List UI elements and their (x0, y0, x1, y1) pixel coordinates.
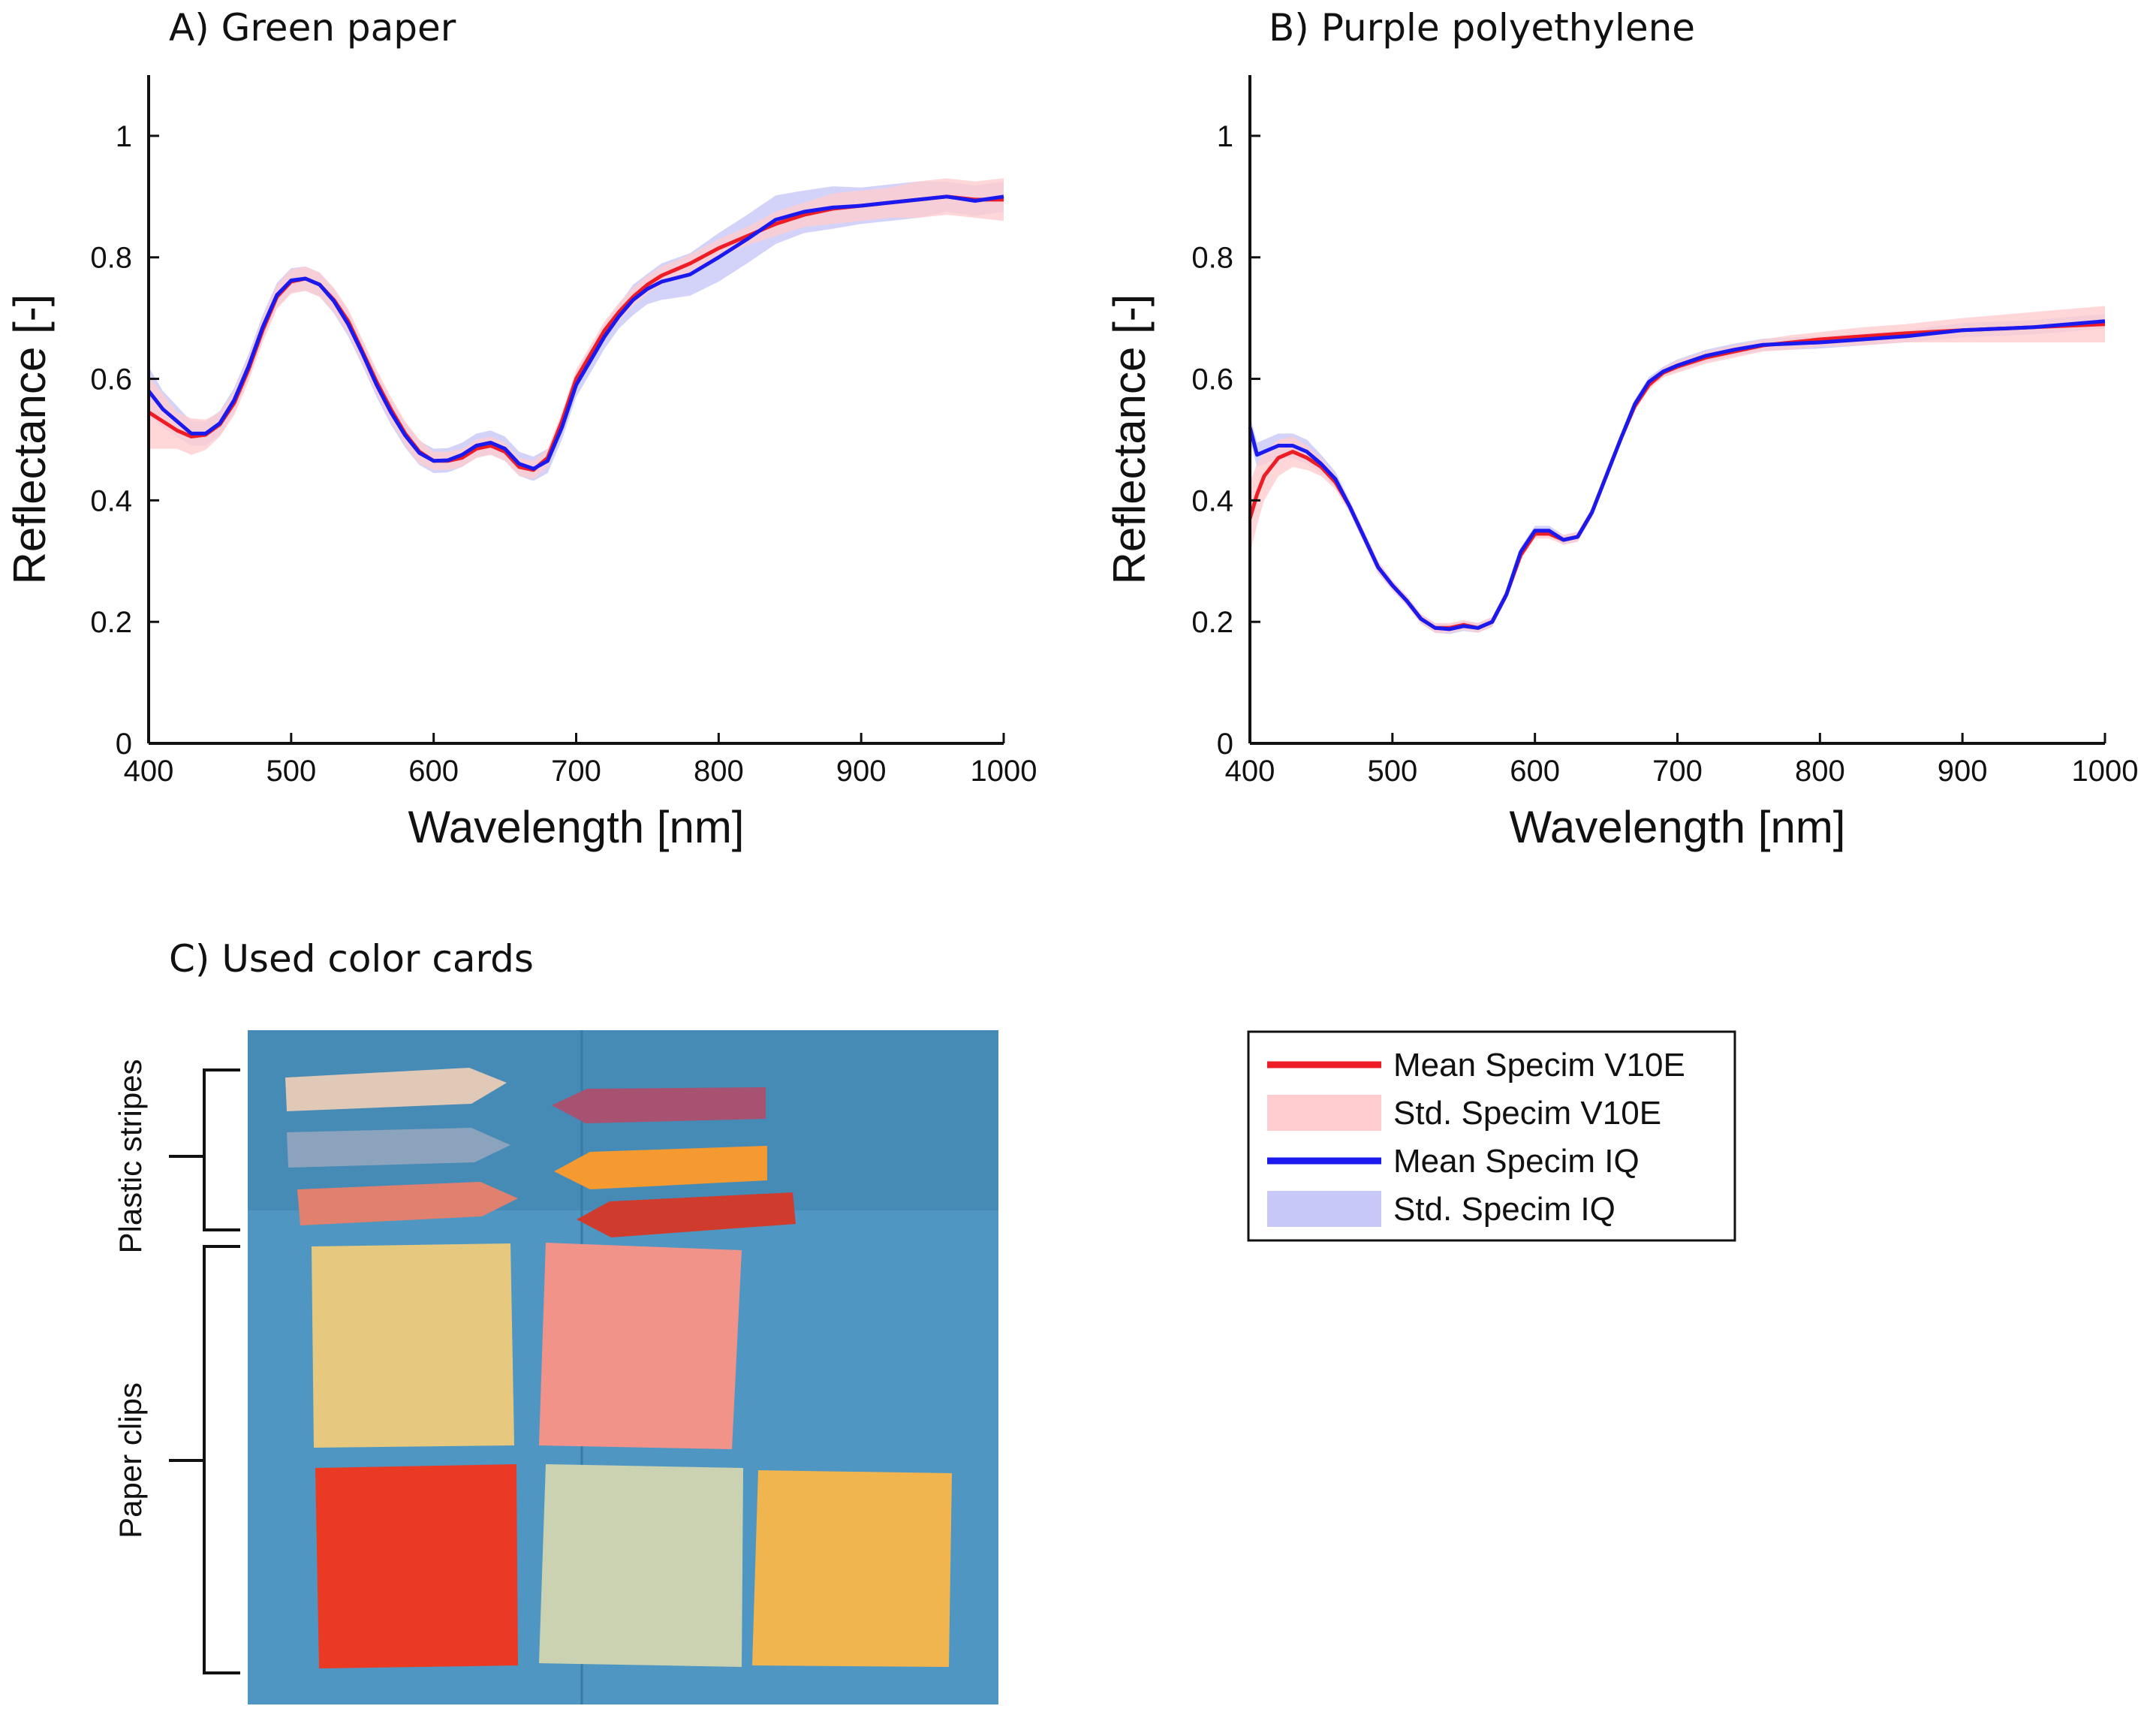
x-axis-label: Wavelength [nm] (1510, 802, 1846, 852)
x-tick-label: 400 (1225, 755, 1275, 788)
y-tick-label: 0.2 (90, 606, 132, 639)
x-tick-label: 900 (836, 755, 887, 788)
x-tick-label: 600 (408, 755, 459, 788)
card-orange (752, 1470, 952, 1667)
y-tick-label: 0.6 (1191, 363, 1233, 396)
y-tick-label: 0 (1217, 728, 1233, 761)
y-tick-label: 0.8 (90, 242, 132, 275)
stripe-orange (554, 1146, 767, 1189)
x-tick-label: 700 (551, 755, 601, 788)
x-tick-label: 600 (1510, 755, 1560, 788)
stripe-salmon (297, 1182, 518, 1225)
y-tick-label: 0.4 (90, 484, 132, 517)
x-tick-label: 500 (266, 755, 316, 788)
legend-label-v10e-mean: Mean Specim V10E (1393, 1047, 1685, 1084)
x-tick-label: 800 (694, 755, 744, 788)
x-tick-label: 900 (1938, 755, 1988, 788)
std-band-iq (149, 181, 1004, 481)
x-tick-label: 800 (1795, 755, 1845, 788)
std-band-v10e (1250, 306, 2105, 633)
y-axis-label: Reflectance [-] (1104, 294, 1155, 585)
chart-green-paper: 400 500 600 700 800 900 1000 0 0.2 0.4 0.6 0.8 1 Wave… (5, 75, 1037, 852)
bracket-plastic-label: Plastic stripes (113, 1059, 148, 1253)
bracket-paper-label: Paper clips (113, 1382, 148, 1539)
stripe-grey-blue (287, 1128, 510, 1168)
card-pale-green (539, 1464, 743, 1667)
bracket-plastic-stripes (169, 1068, 240, 1231)
mean-line-v10e (147, 194, 1004, 472)
bracket-paper-clips (169, 1245, 240, 1674)
x-tick-label: 1000 (971, 755, 1037, 788)
x-tick-label: 400 (124, 755, 174, 788)
legend-swatch-iq-std (1267, 1191, 1381, 1227)
legend-label-iq-std: Std. Specim IQ (1393, 1191, 1615, 1228)
stripe-mauve (552, 1087, 766, 1123)
panel-b-title: B) Purple polyethylene (1269, 6, 1696, 50)
std-band-v10e (149, 178, 1004, 479)
legend-label-iq-mean: Mean Specim IQ (1393, 1143, 1640, 1180)
legend-label-v10e-std: Std. Specim V10E (1393, 1095, 1661, 1132)
y-tick-label: 1 (116, 120, 132, 153)
x-axis-label: Wavelength [nm] (408, 802, 745, 852)
y-tick-label: 0.6 (90, 363, 132, 396)
panel-a-title: A) Green paper (169, 6, 456, 50)
y-tick-label: 1 (1217, 120, 1233, 153)
stripe-light-beige (285, 1068, 507, 1111)
y-axis-label: Reflectance [-] (5, 294, 55, 585)
x-tick-label: 700 (1652, 755, 1703, 788)
chart-purple-polyethylene: 400 500 600 700 800 900 1000 0 0.2 0.4 0.6 0.8 1 Wave… (1104, 75, 2138, 852)
card-yellow (312, 1243, 514, 1448)
mean-line-iq (1248, 319, 2106, 631)
card-red (315, 1464, 518, 1668)
legend: Mean Specim V10E Std. Specim V10E Mean S… (1247, 1030, 1736, 1242)
card-pink (539, 1243, 742, 1449)
x-tick-label: 1000 (2072, 755, 2139, 788)
panel-c-title: C) Used color cards (169, 937, 534, 981)
mean-line-iq (147, 194, 1004, 471)
color-cards-photo (248, 1030, 998, 1704)
stripe-red (577, 1192, 796, 1237)
y-tick-label: 0.4 (1191, 484, 1233, 517)
legend-swatch-v10e-std (1267, 1095, 1381, 1131)
y-tick-label: 0.2 (1191, 606, 1233, 639)
y-tick-label: 0.8 (1191, 242, 1233, 275)
y-tick-label: 0 (116, 728, 132, 761)
x-tick-label: 500 (1367, 755, 1417, 788)
